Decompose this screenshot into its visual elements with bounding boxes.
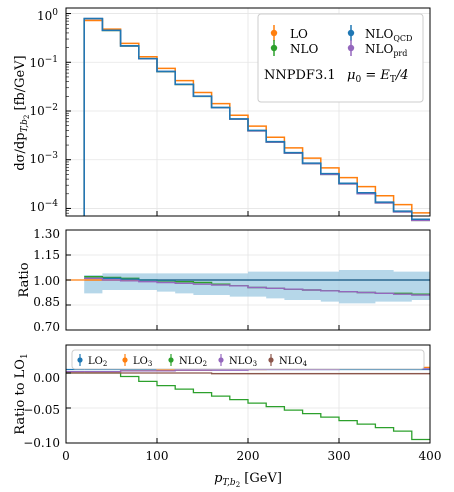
legend-marker-nlo-qcd-dot [347,29,355,37]
legend-entry-nlo-qcd: NLOQCD [347,25,412,43]
legend-entry-lo2: LO2 [77,354,107,368]
legend-label-lo2: LO2 [88,356,107,368]
legend-entry-nlo4: NLO4 [268,354,308,368]
main-y-axis-label: dσ/dpT,b2 [fb/GeV] [13,55,31,170]
legend-label-nlo: NLO [290,42,318,56]
ratio-ytick-label-4: 1.30 [33,227,60,241]
legend-scale-label: μ0 = ET/4 [347,68,409,85]
legend-label-nlo4: NLO4 [279,356,308,368]
main-y-ticks [66,13,340,217]
legend-label-lo3: LO3 [133,356,152,368]
main-panel: 100 10−1 10−2 10−3 10−4 dσ/dpT,b2 [fb/Ge… [13,7,431,222]
legend-entry-lo: LO [270,25,308,41]
ratio-series [66,275,430,296]
legend-marker-nlo4-dot [268,357,274,363]
lo1-ytick-label-0: 0.00 [33,371,60,385]
legend-entry-nlo2: NLO2 [168,354,207,368]
ratio-ytick-label-2: 1.00 [33,274,60,288]
main-line-nlo-qcd [83,17,430,221]
legend-pdf-label: NNPDF3.1 [264,68,336,83]
ratio-ytick-label-3: 1.15 [33,248,60,262]
lo1-y-axis-label: Ratio to LO1 [13,353,30,434]
xtick-label-4: 400 [419,449,442,463]
main-ytick-label-3: 10−3 [29,151,58,166]
legend-label-nlo3: NLO3 [229,356,257,368]
ratio-to-lo1-panel: 0.00 −0.05 −0.10 Ratio to LO1 0 100 200 … [13,344,442,489]
legend-entry-nlo-prd: NLOprd [347,40,407,58]
lo1-line-nlo2 [84,372,430,441]
legend-label-nlo2: NLO2 [179,356,207,368]
ratio-line-nlo-prd [84,277,430,296]
lo1-ytick-label-2: −0.10 [23,436,60,450]
legend-marker-nlo2-dot [168,357,174,363]
ratio-panel: 0.70 0.85 1.00 1.15 1.30 Ratio [17,227,431,334]
ratio-uncertainty-band [84,270,430,304]
xtick-label-0: 0 [62,449,70,463]
main-ytick-label-4: 10−4 [29,199,58,214]
lo1-line-nlo4 [84,372,430,375]
lo1-ytick-label-1: −0.05 [23,403,60,417]
ratio-ytick-label-1: 0.85 [33,295,60,309]
legend-marker-lo2-dot [77,357,83,363]
legend-marker-nlo3-dot [218,357,224,363]
ratio-y-ticks [66,229,340,331]
legend-label-lo: LO [290,27,308,41]
ratio-y-axis-label: Ratio [17,262,32,297]
ratio-to-lo1-ticks [65,372,431,444]
x-axis-label: pT,b2 [GeV] [214,471,282,489]
main-legend: LO NLO NLOQCD NLOprd NNPDF3.1 μ0 = ET/4 [257,13,424,103]
main-ytick-label-1: 10−1 [29,55,58,70]
xtick-label-1: 100 [146,449,169,463]
legend-entry-nlo3: NLO3 [218,354,257,368]
legend-label-nlo-prd: NLOprd [365,42,407,58]
lo1-legend-box [71,349,425,370]
main-series [83,17,430,222]
legend-marker-lo3-dot [122,357,128,363]
legend-marker-nlo-prd-dot [347,44,355,52]
legend-entry-lo3: LO3 [122,354,152,368]
legend-marker-lo-dot [270,29,278,37]
ratio-ytick-label-0: 0.70 [33,320,60,334]
lo1-legend: LO2 LO3 NLO2 NLO3 NLO4 [71,349,425,370]
xtick-label-2: 200 [237,449,260,463]
legend-marker-nlo-dot [270,44,278,52]
main-ytick-label-0: 100 [37,8,58,23]
main-legend-box [257,13,424,103]
ratio-line-nlo-qcd [84,277,430,281]
xtick-label-3: 300 [328,449,351,463]
ratio-band [84,270,430,304]
main-ytick-label-2: 10−2 [29,103,58,118]
legend-label-nlo-qcd: NLOQCD [365,27,412,43]
legend-entry-nlo: NLO [270,40,318,56]
